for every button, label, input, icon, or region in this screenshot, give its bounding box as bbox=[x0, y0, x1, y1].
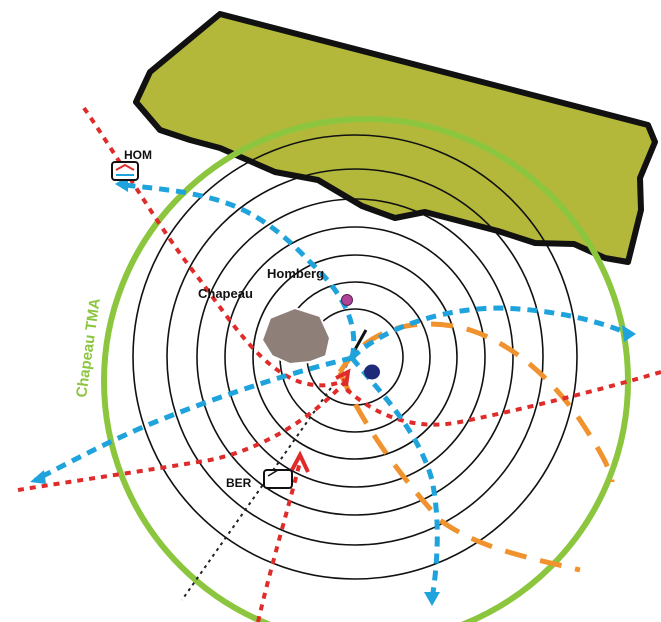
range-ring bbox=[252, 254, 458, 460]
inbound-route-northwest bbox=[82, 106, 346, 388]
chapeau-label: Chapeau bbox=[198, 286, 253, 301]
outbound-arrowhead bbox=[30, 470, 46, 484]
outbound-route-east bbox=[350, 305, 631, 360]
outbound-arrowhead bbox=[424, 592, 440, 606]
hom-beacon-icon bbox=[111, 161, 139, 181]
range-ring bbox=[132, 134, 578, 580]
airport-icon bbox=[364, 364, 380, 380]
range-ring bbox=[224, 226, 486, 488]
range-ring bbox=[196, 198, 514, 516]
tma-label: Chapeau TMA bbox=[73, 297, 104, 399]
extended-centerline bbox=[181, 364, 348, 601]
approach-routes bbox=[337, 321, 615, 573]
outbound-route-south bbox=[350, 356, 440, 601]
outbound-route-north bbox=[124, 182, 357, 359]
inbound-arrow bbox=[335, 368, 351, 387]
inbound-routes bbox=[17, 106, 661, 622]
outbound-arrowheads bbox=[30, 176, 636, 606]
hom-label: HOM bbox=[124, 148, 152, 162]
outbound-routes bbox=[33, 182, 631, 601]
homberg-label: Homberg bbox=[267, 266, 324, 281]
inbound-route-west bbox=[17, 380, 347, 492]
outbound-route-west bbox=[33, 355, 353, 483]
inbound-arrow bbox=[290, 450, 310, 473]
outbound-arrowhead bbox=[622, 325, 636, 342]
city-area bbox=[260, 306, 332, 366]
approach-route-south bbox=[337, 371, 581, 573]
homberg-point-icon bbox=[341, 294, 353, 306]
inbound-route-south bbox=[256, 461, 302, 622]
approach-route-east bbox=[337, 321, 615, 483]
ber-label: BER bbox=[226, 476, 252, 490]
tma-boundary bbox=[101, 116, 631, 622]
ber-beacon-icon bbox=[263, 469, 293, 489]
inbound-route-east bbox=[343, 370, 661, 427]
range-ring bbox=[166, 168, 544, 546]
